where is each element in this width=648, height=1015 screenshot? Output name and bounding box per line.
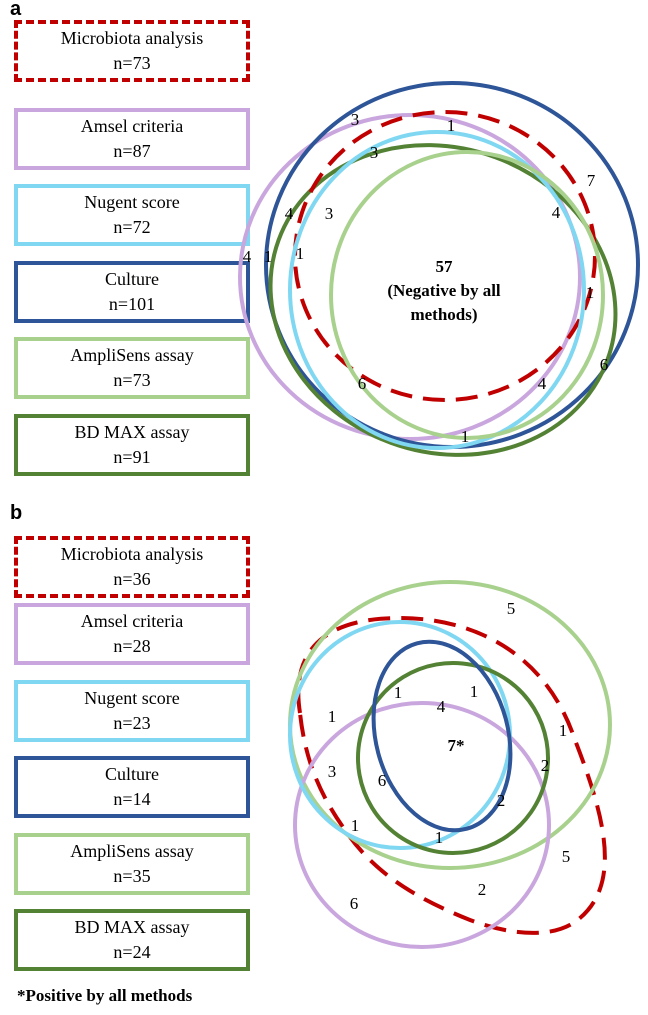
region-count: 6 <box>600 355 609 374</box>
legend-item-name: BD MAX assay <box>74 422 190 442</box>
legend-item-count: n=87 <box>113 141 151 161</box>
set-outline-amsel-a <box>238 113 582 441</box>
legend-item-culture-b: Culture n=14 <box>14 756 250 818</box>
footnote: *Positive by all methods <box>17 986 193 1005</box>
center-text: methods) <box>410 305 477 324</box>
legend-item-microbiota-b: Microbiota analysis n=36 <box>14 536 250 598</box>
region-count: 6 <box>350 894 359 913</box>
region-count: 3 <box>328 762 337 781</box>
region-count: 2 <box>478 880 487 899</box>
venn-panel-b <box>288 580 612 949</box>
region-count: 4 <box>437 697 446 716</box>
legend-item-name: BD MAX assay <box>74 917 190 937</box>
legend-item-count: n=23 <box>113 713 151 733</box>
legend-item-count: n=35 <box>113 866 151 886</box>
legend-item-count: n=24 <box>113 942 151 962</box>
legend-item-count: n=91 <box>113 447 151 467</box>
region-count: 1 <box>296 244 305 263</box>
legend-item-name: Nugent score <box>84 192 180 212</box>
region-count: 5 <box>562 847 571 866</box>
legend-item-culture-a: Culture n=101 <box>14 261 250 323</box>
region-count: 7 <box>587 171 596 190</box>
region-count: 1 <box>435 828 444 847</box>
center-text: (Negative by all <box>387 281 501 300</box>
legend-item-count: n=73 <box>113 53 151 73</box>
region-count: 1 <box>264 247 273 266</box>
legend-item-count: n=14 <box>113 789 151 809</box>
region-count: 4 <box>538 374 547 393</box>
legend-item-nugent-a: Nugent score n=72 <box>14 184 250 246</box>
region-count: 3 <box>351 110 360 129</box>
legend-item-count: n=28 <box>113 636 151 656</box>
region-count: 3 <box>370 143 379 162</box>
legend-item-bdmax-a: BD MAX assay n=91 <box>14 414 250 476</box>
legend-item-name: Microbiota analysis <box>60 544 204 564</box>
legend-item-name: Amsel criteria <box>80 611 184 631</box>
region-count: 6 <box>358 374 367 393</box>
region-count: 1 <box>470 682 479 701</box>
legend-item-name: Nugent score <box>84 688 180 708</box>
set-outline-microbiota-b <box>296 615 607 935</box>
venn-panel-a-labels: 3 1 3 7 4 3 4 4 1 1 1 6 6 4 1 57 (Negati… <box>243 110 609 446</box>
legend-item-nugent-b: Nugent score n=23 <box>14 680 250 742</box>
legend-item-amplisens-b: AmpliSens assay n=35 <box>14 833 250 895</box>
center-count: 7* <box>448 736 465 755</box>
set-outline-culture-b <box>371 639 513 833</box>
legend-item-count: n=101 <box>108 294 156 314</box>
legend-item-name: Amsel criteria <box>80 116 184 136</box>
set-outline-bdmax-a <box>268 143 618 457</box>
legend-item-microbiota-a: Microbiota analysis n=73 <box>14 20 250 82</box>
legend-item-name: Culture <box>105 269 159 289</box>
region-count: 1 <box>461 427 470 446</box>
venn-panel-b-labels: 5 1 1 4 1 1 2 3 6 2 1 1 5 2 6 7* <box>328 599 571 913</box>
legend-item-amsel-b: Amsel criteria n=28 <box>14 603 250 665</box>
region-count: 4 <box>285 204 294 223</box>
set-outline-nugent-b <box>288 620 512 850</box>
legend-item-name: Microbiota analysis <box>60 28 204 48</box>
legend-item-name: AmpliSens assay <box>70 841 194 861</box>
region-count: 2 <box>541 756 550 775</box>
region-count: 1 <box>394 683 403 702</box>
panel-a-label: a <box>10 0 22 20</box>
legend-item-name: AmpliSens assay <box>70 345 194 365</box>
set-outline-bdmax-b <box>356 661 550 855</box>
legend-item-bdmax-b: BD MAX assay n=24 <box>14 909 250 971</box>
set-outline-microbiota-a <box>293 110 597 402</box>
legend-item-amsel-a: Amsel criteria n=87 <box>14 108 250 170</box>
set-outline-nugent-a <box>288 130 586 450</box>
venn-panel-a <box>238 81 640 457</box>
region-count: 2 <box>497 791 506 810</box>
legend-item-count: n=72 <box>113 217 151 237</box>
legend-item-count: n=73 <box>113 370 151 390</box>
set-outline-amsel-b <box>293 701 551 949</box>
region-count: 4 <box>243 247 252 266</box>
region-count: 3 <box>325 204 334 223</box>
region-count: 1 <box>447 116 456 135</box>
legend-item-amplisens-a: AmpliSens assay n=73 <box>14 337 250 399</box>
legend-item-name: Culture <box>105 764 159 784</box>
region-count: 1 <box>328 707 337 726</box>
legend-item-count: n=36 <box>113 569 151 589</box>
region-count: 1 <box>351 816 360 835</box>
set-outline-amplisens-a <box>329 150 605 440</box>
region-count: 1 <box>586 283 595 302</box>
region-count: 5 <box>507 599 516 618</box>
panel-b-label: b <box>10 502 23 524</box>
center-count: 57 <box>436 257 454 276</box>
region-count: 1 <box>559 721 568 740</box>
region-count: 4 <box>552 203 561 222</box>
region-count: 6 <box>378 771 387 790</box>
